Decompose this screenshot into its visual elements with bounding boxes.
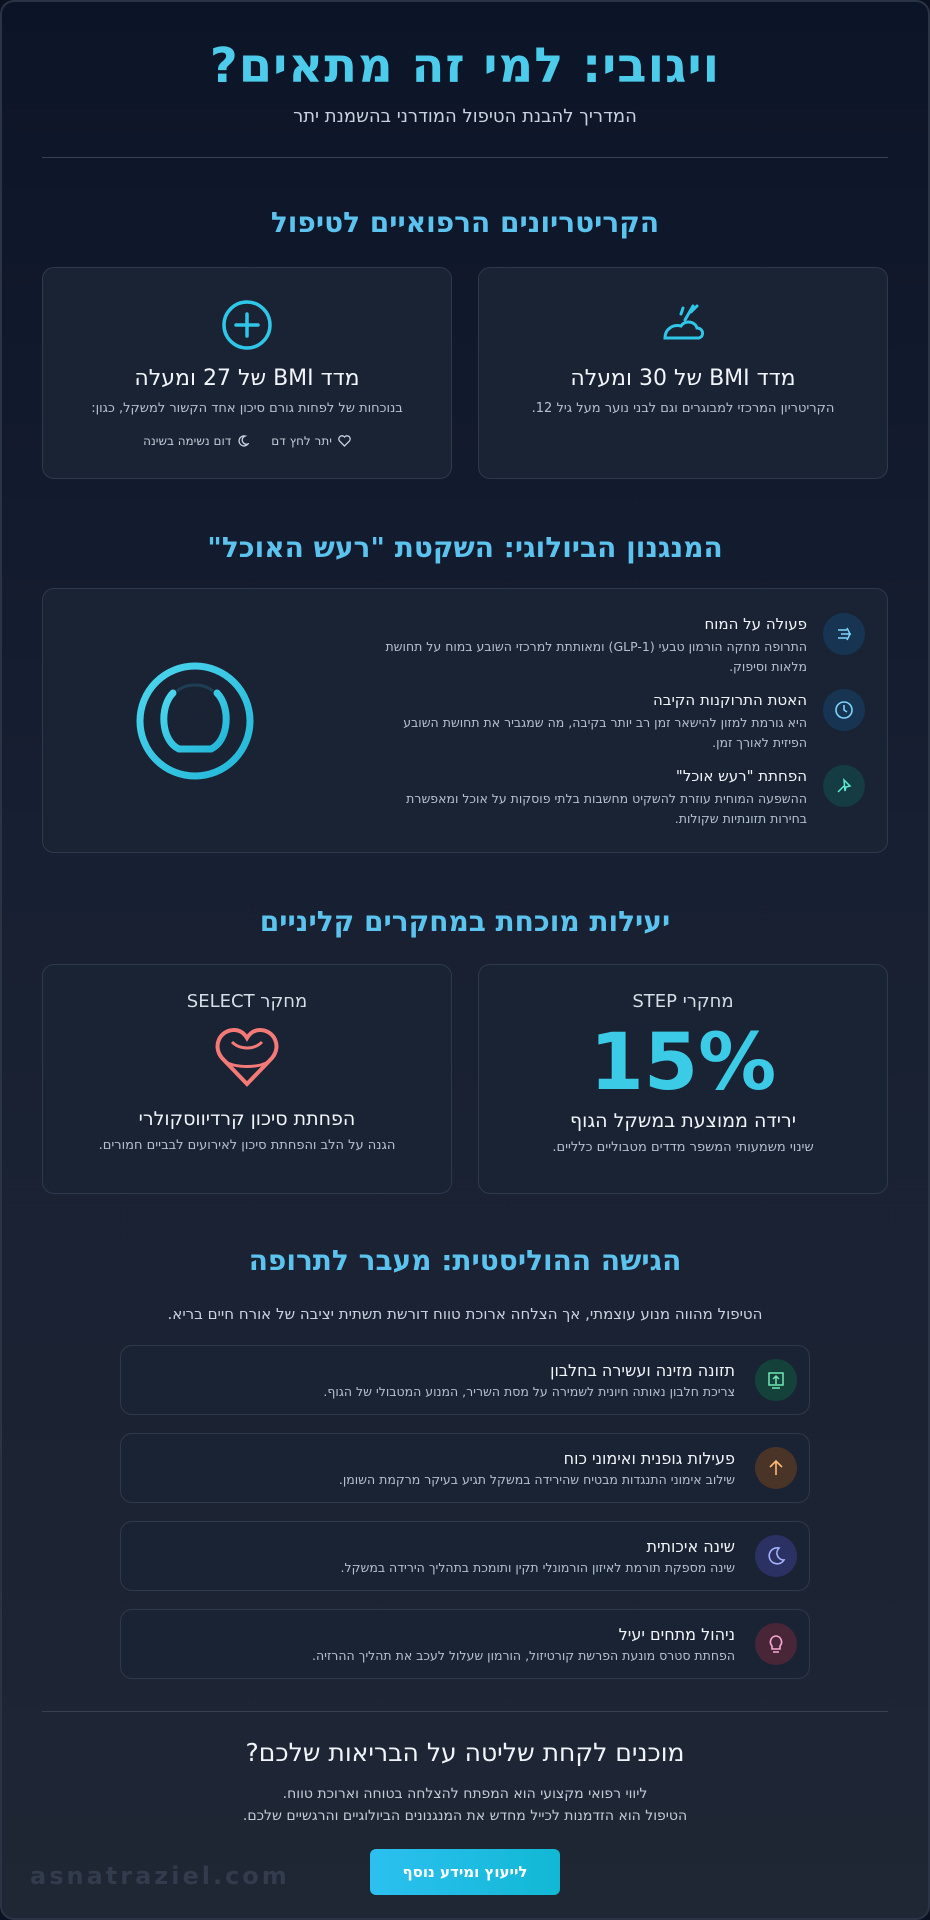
icon [222, 300, 272, 350]
section-heading: יעילות מוכחת במחקרים קליניים [259, 905, 671, 938]
item-text: ההשפעה המוחית עוזרת להשקיט מחשבות בלתי פ… [406, 790, 807, 826]
mechanism-item: הפחתת "רעש אוכל" ההשפעה המוחית עוזרת להשק… [325, 764, 865, 829]
card-title: מדד BMI של 30 ומעלה [570, 366, 796, 391]
item-text: הפחתת סטרס מונעת הפרשת קורטיזול, הורמון … [312, 1648, 735, 1663]
card-text: הגנה על הלב והפחתת סיכון לאירועים לבביים… [98, 1138, 396, 1153]
header: ויגובי: למי זה מתאים? המדריך להבנת הטיפו… [2, 2, 928, 127]
cta-line: הטיפול הוא הזדמנות לכייל מחדש את המנגנונ… [242, 1808, 688, 1824]
item-title: פעולה על המוח [704, 614, 808, 633]
icon [663, 304, 705, 340]
stat: 15% [589, 1018, 777, 1108]
icon [755, 1359, 797, 1401]
cta-line: ליווי רפואי מקצועי הוא המפתח להצלחה בטוח… [282, 1786, 648, 1802]
card-title: ירידה ממוצעת במשקל הגוף [570, 1110, 796, 1132]
intro: הטיפול מהווה מנוע עוצמתי, אך הצלחה ארוכת… [167, 1305, 763, 1323]
holistic-item: שינה איכותית שינה מספקת תורמת לאיזון הורמ… [120, 1521, 810, 1591]
criteria-cards: מדד BMI של 30 ומעלה הקריטריון המרכזי למב… [42, 267, 888, 479]
mechanism-card: פעולה על המוח התרופה מחקה הורמון טבעי (GL… [42, 588, 888, 853]
section-heading: המנגנון הביולוגי: השקטת "רעש האוכל" [207, 531, 723, 564]
cta: מוכנים לקחת שליטה על הבריאות שלכם? ליווי… [2, 1738, 928, 1895]
card-label: מחקרי STEP [632, 991, 734, 1012]
criteria-card: מדד BMI של 30 ומעלה הקריטריון המרכזי למב… [478, 267, 888, 479]
tag: יתר לחץ דם [271, 434, 351, 448]
icon [755, 1623, 797, 1665]
item-text: צריכת חלבון נאותה חיונית לשמירה על מסת ה… [323, 1384, 735, 1399]
icon [755, 1447, 797, 1489]
card-title: מדד BMI של 27 ומעלה [134, 366, 360, 391]
mechanism-item: האטת התרוקנות הקיבה היא גורמת למזון להישא… [325, 688, 865, 753]
efficacy-cards: מחקרי STEP 15% ירידה ממוצעת במשקל הגוף ש… [42, 964, 888, 1194]
divider [42, 1711, 888, 1712]
card-title: הפחתת סיכון קרדיווסקולרי [138, 1108, 356, 1130]
mechanism-item: פעולה על המוח התרופה מחקה הורמון טבעי (GL… [325, 612, 865, 677]
item-title: שינה איכותית [646, 1537, 735, 1556]
holistic-item: תזונה מזינה ועשירה בחלבון צריכת חלבון נאו… [120, 1345, 810, 1415]
item-text: שינה מספקת תורמת לאיזון הורמונלי תקין ות… [340, 1560, 735, 1575]
efficacy-card: מחקרי STEP 15% ירידה ממוצעת במשקל הגוף ש… [478, 964, 888, 1194]
icon [823, 764, 865, 807]
cta-button[interactable]: לייעוץ ומידע נוסף [370, 1849, 560, 1895]
tags: יתר לחץ דם דום נשימה בשינה [43, 434, 451, 448]
card-label: מחקר SELECT [186, 991, 308, 1012]
card-text: שינוי משמעותי המשפר מדדים מטבוליים כלליי… [552, 1140, 814, 1155]
icon [215, 1027, 279, 1087]
item-title: פעילות גופנית ואימוני כוח [563, 1449, 735, 1468]
criteria-card: מדד BMI של 27 ומעלה בנוכחות של לפחות גור… [42, 267, 452, 479]
item-text: התרופה מחקה הורמון טבעי (GLP-1) ומאותתת … [385, 638, 807, 674]
icon [823, 688, 865, 731]
icon [823, 612, 865, 655]
card-text: בנוכחות של לפחות גורם סיכון אחד הקשור למ… [91, 401, 403, 416]
watermark: asnatraziel.com [30, 1862, 290, 1890]
cta-heading: מוכנים לקחת שליטה על הבריאות שלכם? [245, 1738, 685, 1767]
tag: דום נשימה בשינה [143, 434, 250, 448]
mechanism-list: פעולה על המוח התרופה מחקה הורמון טבעי (GL… [325, 601, 865, 841]
holistic-item: פעילות גופנית ואימוני כוח שילוב אימוני הת… [120, 1433, 810, 1503]
holistic-list: תזונה מזינה ועשירה בחלבון צריכת חלבון נאו… [120, 1345, 810, 1679]
card-text: הקריטריון המרכזי למבוגרים וגם לבני נוער … [531, 401, 835, 416]
section-heading: הקריטריונים הרפואיים לטיפול [270, 206, 660, 239]
illustration [136, 662, 254, 779]
item-title: הפחתת "רעש אוכל" [675, 766, 807, 785]
title: ויגובי: למי זה מתאים? [209, 38, 721, 94]
subtitle: המדריך להבנת הטיפול המודרני בהשמנת יתר [293, 106, 637, 127]
efficacy-card: מחקר SELECT הפחתת סיכון קרדיווסקולרי הגנ… [42, 964, 452, 1194]
item-text: שילוב אימוני התנגדות מבטיח שהירידה במשקל… [338, 1472, 735, 1487]
item-text: היא גורמת למזון להישאר זמן רב יותר בקיבה… [403, 714, 807, 750]
section-heading: הגישה ההוליסטית: מעבר לתרופה [248, 1244, 682, 1277]
tag-text: יתר לחץ דם [271, 434, 332, 448]
holistic-item: ניהול מתחים יעיל הפחתת סטרס מונעת הפרשת ק… [120, 1609, 810, 1679]
icon [755, 1535, 797, 1577]
item-title: תזונה מזינה ועשירה בחלבון [550, 1361, 735, 1380]
tag-text: דום נשימה בשינה [143, 434, 232, 448]
divider [42, 157, 888, 158]
item-title: ניהול מתחים יעיל [618, 1625, 735, 1644]
item-title: האטת התרוקנות הקיבה [652, 690, 807, 709]
